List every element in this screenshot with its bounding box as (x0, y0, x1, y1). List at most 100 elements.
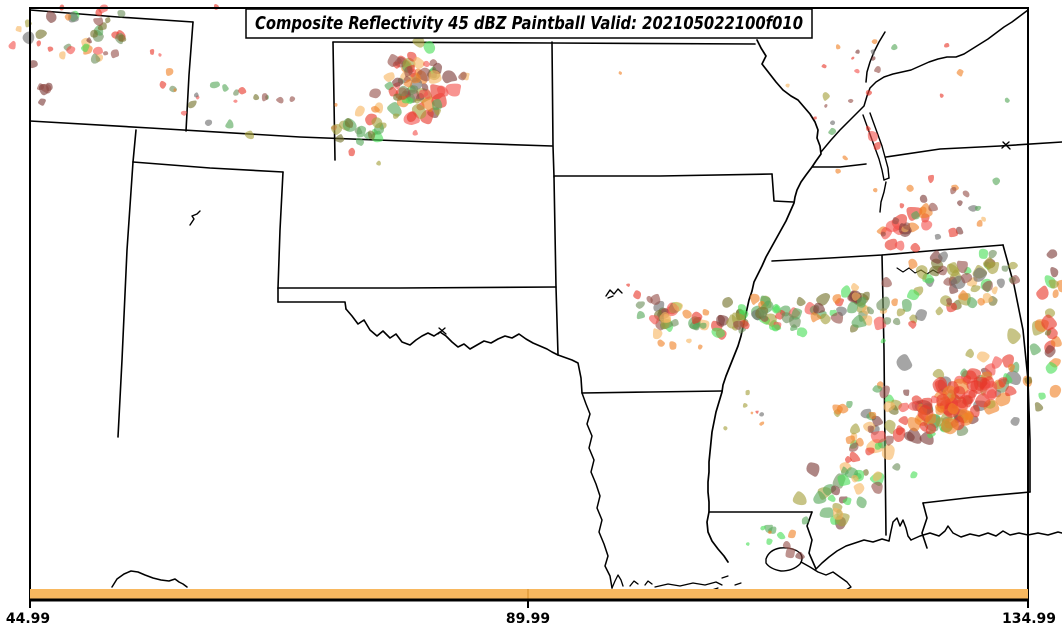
paintball-blob (898, 416, 909, 426)
paintball-blob (970, 285, 981, 293)
paintball-blob (110, 49, 120, 59)
title-box (245, 8, 813, 39)
paintball-blob (880, 231, 886, 237)
paintball-blob (356, 125, 367, 138)
paintball-blob (995, 392, 1011, 407)
paintball-blob (652, 328, 663, 340)
mobile-bay (888, 517, 912, 542)
paintball-blob (1048, 279, 1059, 289)
paintball-blob (870, 49, 875, 55)
texas-coast-bump (111, 570, 188, 588)
paintball-blob (650, 293, 661, 305)
paintball-blob (1010, 416, 1020, 426)
paintball-blob (935, 306, 944, 316)
paintball-blob (29, 60, 38, 69)
paintball-blob (90, 53, 101, 64)
paintball-blob (849, 442, 859, 452)
paintball-blob (919, 422, 929, 432)
paintball-blob (787, 529, 797, 539)
paintball-blob (97, 22, 107, 31)
cumberland-tail (879, 177, 890, 213)
paintball-blob (68, 11, 79, 23)
paintball-blob (871, 56, 876, 61)
paintball-blob (354, 105, 365, 117)
paintball-blob (831, 485, 841, 496)
paintball-blob (819, 507, 834, 518)
paintball-blob (982, 257, 996, 270)
paintball-blob (910, 471, 918, 479)
mo-ar-36_5n (553, 173, 773, 177)
paintball-blob (837, 474, 851, 487)
tn-lake-a (862, 114, 885, 181)
paintball-blob (891, 43, 898, 51)
paintball-blob (865, 125, 871, 132)
paintball-blob (92, 46, 103, 55)
paintball-blob (289, 96, 296, 103)
paintball-blob (742, 403, 748, 408)
paintball-blob (370, 105, 380, 113)
paintball-blob (35, 29, 47, 40)
paintball-blob (851, 56, 855, 60)
paintball-blob (697, 344, 703, 350)
paintball-blob (958, 290, 969, 301)
paintball-blob (711, 327, 726, 338)
paintball-blob (874, 442, 882, 450)
paintball-blob (792, 491, 807, 506)
paintball-blob (64, 13, 72, 21)
paintball-blob (750, 411, 754, 415)
paintball-blob (15, 26, 22, 33)
ok-panhandle-south (277, 301, 347, 310)
paintball-blob (1038, 392, 1046, 400)
paintball-blob (657, 339, 665, 347)
paintball-blob (836, 403, 849, 414)
paintball-blob (907, 401, 921, 411)
paintball-blob (791, 308, 803, 320)
paintball-blob (442, 70, 458, 84)
paintball-blob (896, 354, 913, 371)
paintball-blob (38, 98, 46, 106)
paintball-blob (948, 227, 958, 238)
paintball-blob (906, 427, 922, 444)
paintball-blob (854, 68, 860, 74)
paintball-blob (915, 309, 928, 322)
paintball-blob (335, 134, 345, 143)
paintball-blob (928, 202, 938, 212)
paintball-blob (261, 93, 269, 102)
paintball-blob (225, 119, 234, 129)
ks-mo-ok-ar-vert (553, 176, 559, 356)
nm-squiggle (189, 210, 201, 226)
paintball-blob (102, 51, 109, 56)
paintball-blob (873, 142, 881, 151)
paintball-blob (187, 100, 197, 109)
paintball-blob (238, 86, 247, 95)
paintball-blob (1034, 402, 1044, 412)
lake-pontchartrain (765, 547, 803, 572)
mn-sd-vert (551, 41, 555, 178)
paintball-blob (925, 413, 937, 425)
paintball-blob (956, 260, 968, 274)
paintball-blob (646, 295, 653, 304)
paintball-blob (977, 297, 985, 306)
paintball-blob (796, 296, 806, 307)
paintball-blob (892, 217, 900, 225)
paintball-blob (409, 85, 418, 95)
paintball-blob (908, 320, 917, 329)
paintball-blob (976, 351, 990, 363)
ms-delta (800, 561, 852, 591)
redriver-x-mark (437, 327, 447, 335)
paintball-blobs-layer (8, 4, 1062, 560)
paintball-blob (903, 222, 911, 230)
paintball-blob (947, 402, 959, 415)
paintball-blob (970, 404, 980, 418)
paintball-blob (755, 410, 759, 414)
paintball-blob (1041, 314, 1058, 331)
paintball-blob (412, 36, 425, 48)
paintball-blob (80, 43, 90, 53)
paintball-blob (946, 298, 953, 306)
paintball-blob (855, 49, 860, 54)
paintball-blob (330, 124, 343, 135)
paintball-blob (404, 65, 413, 78)
paintball-blob (626, 283, 631, 287)
al-fl-31n (922, 491, 1031, 504)
